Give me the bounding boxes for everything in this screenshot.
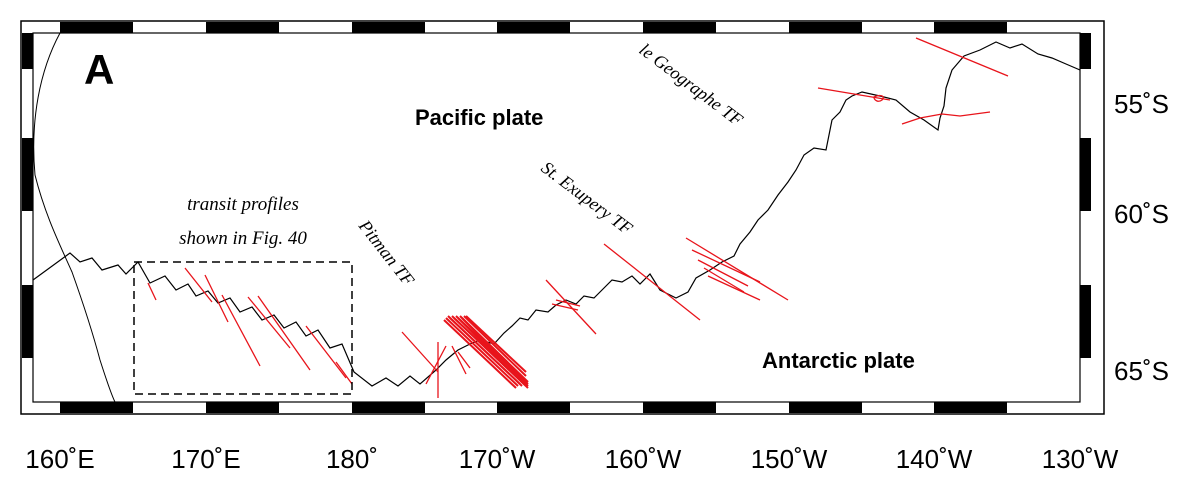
lon-label: 170˚E	[171, 444, 240, 474]
pacific-plate-label: Pacific plate	[415, 105, 543, 130]
ridge-transform-system	[32, 41, 1081, 387]
lon-label: 160˚W	[605, 444, 682, 474]
lon-label: 130˚W	[1042, 444, 1119, 474]
longitude-labels: 160˚E 170˚E 180˚ 170˚W 160˚W 150˚W 140˚W…	[25, 444, 1118, 474]
lat-label: 55˚S	[1114, 89, 1169, 119]
lon-label: 180˚	[326, 444, 378, 474]
antarctic-plate-label: Antarctic plate	[762, 348, 915, 373]
lon-label: 170˚W	[459, 444, 536, 474]
box-label-line2: shown in Fig. 40	[179, 228, 307, 249]
map-frame	[20, 20, 1105, 415]
lon-label: 150˚W	[751, 444, 828, 474]
lat-label: 65˚S	[1114, 356, 1169, 386]
le-geographe-tf-label: le Geographe TF	[636, 39, 748, 130]
box-label-line1: transit profiles	[187, 194, 299, 215]
pitman-tf-label: Pitman TF	[354, 215, 419, 290]
pitman-dense-profiles	[443, 315, 529, 389]
lon-label: 140˚W	[896, 444, 973, 474]
st-exupery-tf-label: St. Exupery TF	[538, 157, 637, 239]
transit-profiles	[147, 37, 1009, 398]
lon-label: 160˚E	[25, 444, 94, 474]
latitude-labels: 55˚S 60˚S 65˚S	[1114, 89, 1169, 386]
transit-profiles-box	[133, 261, 353, 395]
panel-label: A	[84, 46, 114, 93]
lat-label: 60˚S	[1114, 199, 1169, 229]
